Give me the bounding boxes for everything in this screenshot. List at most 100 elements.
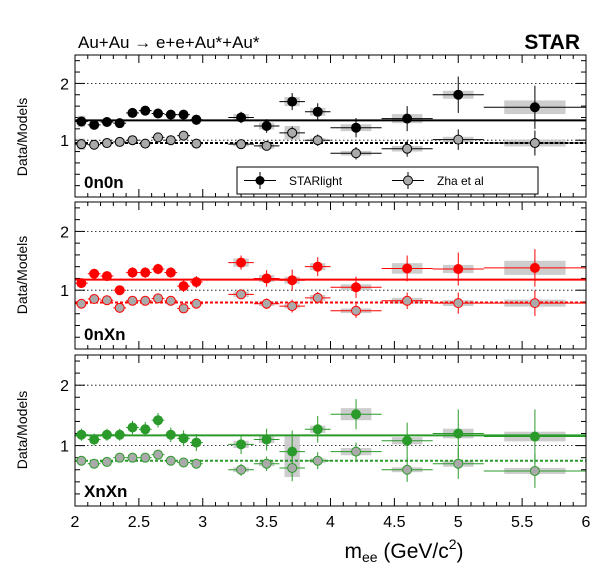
data-point-0nXn-zha xyxy=(236,289,247,300)
data-point-0n0n-starlight xyxy=(114,118,125,129)
experiment-label: STAR xyxy=(524,31,580,54)
xtick-label: 2 xyxy=(71,514,80,531)
data-point-0n0n-starlight xyxy=(89,119,100,130)
data-point-0nXn-starlight xyxy=(114,285,125,296)
data-point-0n0n-starlight xyxy=(127,107,138,118)
ytick-label-XnXn: 2 xyxy=(60,378,69,395)
data-point-0nXn-zha xyxy=(165,295,176,306)
y-axis-label-0n0n: Data/Models xyxy=(14,98,30,177)
data-point-0n0n-zha xyxy=(236,139,247,150)
ytick-label-XnXn: 1 xyxy=(60,439,69,456)
data-point-0nXn-zha xyxy=(351,305,362,316)
data-point-0nXn-starlight xyxy=(236,257,247,268)
data-point-0n0n-starlight xyxy=(402,113,413,124)
data-point-0nXn-starlight xyxy=(312,261,323,272)
data-point-0nXn-zha xyxy=(287,301,298,312)
data-point-XnXn-zha xyxy=(140,452,151,463)
process-label: Au+Au → e+e+Au*+Au* xyxy=(78,33,260,52)
panel-label-XnXn: XnXn xyxy=(84,482,127,501)
data-point-0nXn-zha xyxy=(453,298,464,309)
data-point-0n0n-zha xyxy=(191,138,202,149)
panel-frame-XnXn xyxy=(74,354,587,507)
panel-frame-0nXn xyxy=(74,201,587,350)
panel-XnXn: Data/Models 1 2 XnXn xyxy=(14,354,587,507)
data-point-XnXn-starlight xyxy=(236,439,247,450)
ytick-label-0nXn: 1 xyxy=(60,283,69,300)
data-point-0n0n-starlight xyxy=(101,117,112,128)
data-point-XnXn-starlight xyxy=(191,437,202,448)
data-point-0n0n-starlight xyxy=(76,116,87,127)
data-point-0n0n-starlight xyxy=(351,122,362,133)
data-point-0n0n-zha xyxy=(114,136,125,147)
data-point-0nXn-zha xyxy=(178,303,189,314)
data-point-XnXn-zha xyxy=(165,455,176,466)
xtick-label: 3 xyxy=(198,514,207,531)
data-point-0n0n-zha xyxy=(351,148,362,159)
data-point-0nXn-zha xyxy=(89,294,100,305)
data-point-0nXn-starlight xyxy=(127,267,138,278)
xtick-label: 4.5 xyxy=(383,514,405,531)
legend-marker-zha xyxy=(403,175,413,186)
data-point-XnXn-zha xyxy=(101,456,112,467)
data-point-XnXn-zha xyxy=(76,455,87,466)
data-point-0n0n-zha xyxy=(529,138,540,149)
data-point-XnXn-zha xyxy=(287,462,298,473)
data-point-0nXn-starlight xyxy=(453,264,464,275)
data-point-XnXn-zha xyxy=(89,458,100,469)
data-point-0nXn-starlight xyxy=(89,268,100,279)
data-point-0nXn-zha xyxy=(261,298,272,309)
x-axis-label: mee (GeV/c2) xyxy=(344,536,463,565)
data-point-0n0n-zha xyxy=(140,138,151,149)
data-point-0n0n-starlight xyxy=(178,109,189,120)
data-point-XnXn-starlight xyxy=(89,434,100,445)
data-point-0nXn-zha xyxy=(76,298,87,309)
data-point-XnXn-zha xyxy=(153,449,164,460)
data-point-0nXn-starlight xyxy=(153,264,164,275)
panel-label-0nXn: 0nXn xyxy=(84,325,126,344)
data-point-0nXn-starlight xyxy=(351,282,362,293)
data-point-0nXn-starlight xyxy=(165,267,176,278)
data-point-0n0n-zha xyxy=(76,139,87,150)
panel-0nXn: Data/Models 1 2 0nXn xyxy=(14,201,587,350)
data-point-0n0n-starlight xyxy=(165,109,176,120)
data-point-XnXn-zha xyxy=(529,465,540,476)
data-point-0n0n-starlight xyxy=(153,108,164,119)
data-point-XnXn-zha xyxy=(261,458,272,469)
panel-frame-0n0n xyxy=(74,54,587,198)
data-point-0n0n-zha xyxy=(165,135,176,146)
data-point-0n0n-starlight xyxy=(529,102,540,113)
data-point-0nXn-starlight xyxy=(261,273,272,284)
data-point-0n0n-starlight xyxy=(140,105,151,116)
data-point-0nXn-zha xyxy=(402,295,413,306)
data-point-0n0n-starlight xyxy=(191,114,202,125)
data-point-0nXn-zha xyxy=(101,295,112,306)
xtick-label: 4 xyxy=(326,514,335,531)
data-point-XnXn-starlight xyxy=(453,428,464,439)
data-point-0nXn-starlight xyxy=(178,281,189,292)
data-point-0nXn-starlight xyxy=(140,267,151,278)
panel-label-0n0n: 0n0n xyxy=(84,173,124,192)
data-point-0nXn-starlight xyxy=(101,271,112,282)
data-point-XnXn-starlight xyxy=(351,409,362,420)
legend: STARlight Zha et al xyxy=(236,166,539,195)
data-point-0nXn-zha xyxy=(114,302,125,313)
data-point-0nXn-zha xyxy=(312,292,323,303)
data-point-0nXn-starlight xyxy=(76,278,87,289)
data-point-0nXn-zha xyxy=(140,295,151,306)
data-point-XnXn-zha xyxy=(178,457,189,468)
data-point-XnXn-starlight xyxy=(312,424,323,435)
data-point-0n0n-starlight xyxy=(261,121,272,131)
data-point-0n0n-zha xyxy=(178,130,189,141)
x-tick-labels: 2 2.5 3 3.5 4 4.5 5 5.5 6 xyxy=(71,514,591,531)
legend-marker-starlight xyxy=(255,176,265,185)
data-point-0n0n-zha xyxy=(312,135,323,146)
data-point-XnXn-zha xyxy=(351,446,362,457)
data-point-0nXn-starlight xyxy=(529,262,540,273)
data-point-0nXn-zha xyxy=(127,295,138,306)
data-point-0n0n-starlight xyxy=(312,106,323,117)
data-point-XnXn-starlight xyxy=(76,429,87,440)
data-point-XnXn-zha xyxy=(453,458,464,469)
legend-box xyxy=(236,166,539,195)
ytick-label-0n0n: 2 xyxy=(60,76,69,93)
